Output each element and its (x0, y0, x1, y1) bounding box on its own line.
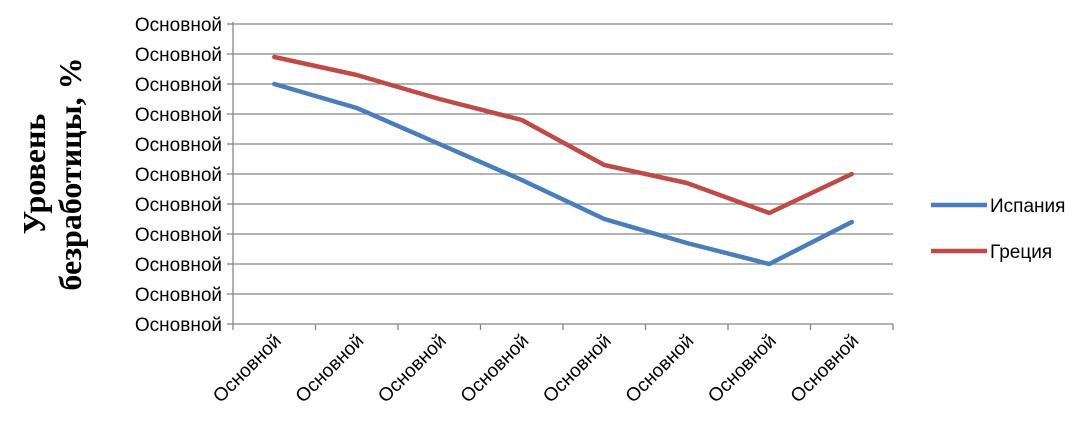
series-line (272, 81, 855, 267)
series-line (272, 54, 855, 216)
series-lines (272, 54, 855, 267)
y-tick-label: Основной (135, 195, 222, 216)
x-tick-label: Основной (209, 331, 285, 407)
y-tick-label: Основной (135, 15, 222, 36)
x-tick-label: Основной (539, 331, 615, 407)
y-tick-label: Основной (135, 105, 222, 126)
y-axis-label: Уровеньбезработицы, % (16, 57, 88, 290)
legend-label: Греция (990, 242, 1052, 263)
y-tick-label: Основной (135, 315, 222, 336)
x-tick-labels: Основной Основной Основной Основной Основной… (209, 331, 863, 407)
x-tick-label: Основной (374, 331, 450, 407)
y-tick-label: Основной (135, 165, 222, 186)
x-tick-label: Основной (292, 331, 368, 407)
y-tick-labels: Основной Основной Основной Основной Основной… (135, 15, 222, 336)
x-tick-label: Основной (622, 331, 698, 407)
legend: Испания Греция (931, 196, 1065, 263)
axes (227, 22, 894, 330)
x-tick-label: Основной (787, 331, 863, 407)
y-axis-title: Уровеньбезработицы, % (16, 57, 88, 290)
y-tick-label: Основной (135, 255, 222, 276)
x-tick-label: Основной (457, 331, 533, 407)
y-axis-title-line: безработицы, % (52, 57, 88, 290)
y-tick-label: Основной (135, 45, 222, 66)
y-tick-label: Основной (135, 135, 222, 156)
y-axis-title-line: Уровень (16, 114, 52, 235)
legend-label: Испания (990, 196, 1065, 217)
y-tick-label: Основной (135, 75, 222, 96)
y-tick-label: Основной (135, 285, 222, 306)
x-tick-label: Основной (704, 331, 780, 407)
y-tick-label: Основной (135, 225, 222, 246)
